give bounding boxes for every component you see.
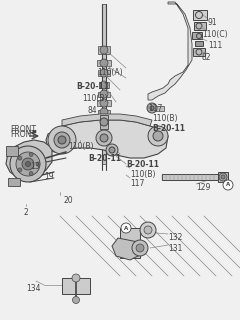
Text: 110(B): 110(B) [82, 94, 108, 103]
Polygon shape [28, 130, 36, 134]
Text: B-20-11: B-20-11 [88, 154, 121, 163]
Circle shape [22, 158, 34, 170]
Text: 117: 117 [130, 179, 144, 188]
Bar [98, 110, 110, 115]
Circle shape [18, 156, 22, 160]
Circle shape [221, 175, 225, 179]
Bar [98, 46, 110, 54]
Polygon shape [46, 120, 168, 158]
Text: 110(B): 110(B) [152, 114, 178, 123]
Circle shape [196, 12, 203, 19]
Circle shape [100, 46, 108, 54]
Circle shape [223, 180, 233, 190]
Text: 2: 2 [24, 208, 29, 217]
Circle shape [148, 126, 168, 146]
Bar [98, 70, 110, 76]
Polygon shape [6, 140, 52, 180]
Text: 19: 19 [44, 172, 54, 181]
Circle shape [100, 81, 108, 89]
Circle shape [136, 244, 144, 252]
Bar [97, 100, 111, 106]
Bar [195, 41, 203, 46]
Circle shape [10, 146, 46, 182]
Bar [99, 82, 109, 88]
Text: A: A [124, 226, 128, 230]
Text: 132: 132 [168, 233, 182, 242]
Circle shape [72, 274, 80, 282]
Circle shape [100, 90, 108, 98]
Text: B-20-11: B-20-11 [126, 160, 159, 169]
Text: FRONT: FRONT [10, 130, 36, 139]
Text: 134: 134 [26, 284, 41, 293]
Circle shape [140, 222, 156, 238]
Bar [8, 178, 20, 186]
Circle shape [100, 69, 108, 77]
Polygon shape [148, 2, 192, 100]
Circle shape [25, 162, 30, 166]
Polygon shape [112, 238, 142, 260]
Text: B-20-11: B-20-11 [76, 82, 109, 91]
Circle shape [36, 162, 40, 166]
Text: 110(B): 110(B) [130, 170, 156, 179]
Circle shape [153, 131, 163, 141]
Text: 129: 129 [196, 183, 210, 192]
Circle shape [72, 297, 79, 303]
Bar [193, 48, 205, 56]
Bar [193, 10, 207, 20]
Text: 84: 84 [88, 106, 98, 115]
Circle shape [100, 99, 108, 107]
Circle shape [58, 136, 66, 144]
Circle shape [109, 147, 115, 153]
Circle shape [196, 23, 202, 29]
Bar [148, 106, 164, 111]
Circle shape [29, 153, 33, 156]
Bar [98, 92, 110, 97]
Text: 110(C): 110(C) [202, 30, 228, 39]
Circle shape [150, 106, 154, 110]
Bar [62, 278, 90, 294]
Bar [97, 60, 111, 66]
Text: A: A [226, 182, 230, 188]
Bar [218, 172, 228, 182]
Circle shape [96, 130, 112, 146]
Text: FRONT: FRONT [10, 125, 36, 134]
Text: 110(B): 110(B) [68, 142, 94, 151]
Circle shape [29, 172, 33, 175]
Circle shape [196, 49, 202, 55]
Circle shape [219, 173, 227, 181]
Text: 20: 20 [64, 196, 74, 205]
Bar [100, 115, 108, 129]
Bar [102, 4, 106, 164]
Circle shape [121, 223, 131, 233]
Circle shape [48, 126, 76, 154]
Bar [194, 22, 206, 30]
Bar [120, 228, 140, 258]
Text: 91: 91 [208, 18, 218, 27]
Circle shape [132, 240, 148, 256]
Text: B-20-11: B-20-11 [152, 124, 185, 133]
Bar [192, 32, 202, 39]
Circle shape [100, 108, 108, 116]
Text: 117: 117 [148, 104, 162, 113]
Circle shape [106, 144, 118, 156]
Circle shape [100, 118, 108, 126]
Text: 82: 82 [202, 53, 211, 62]
Circle shape [16, 152, 40, 176]
Circle shape [100, 59, 108, 67]
Bar [162, 174, 220, 180]
Circle shape [54, 132, 70, 148]
Bar [6, 146, 18, 156]
Circle shape [197, 34, 202, 38]
Circle shape [144, 226, 152, 234]
Text: 131: 131 [168, 244, 182, 253]
Text: 110(A): 110(A) [97, 68, 123, 77]
Polygon shape [62, 114, 152, 126]
Circle shape [18, 168, 22, 172]
Circle shape [100, 134, 108, 142]
Text: 13: 13 [30, 162, 40, 171]
Text: 111: 111 [208, 41, 222, 50]
Circle shape [147, 103, 157, 113]
